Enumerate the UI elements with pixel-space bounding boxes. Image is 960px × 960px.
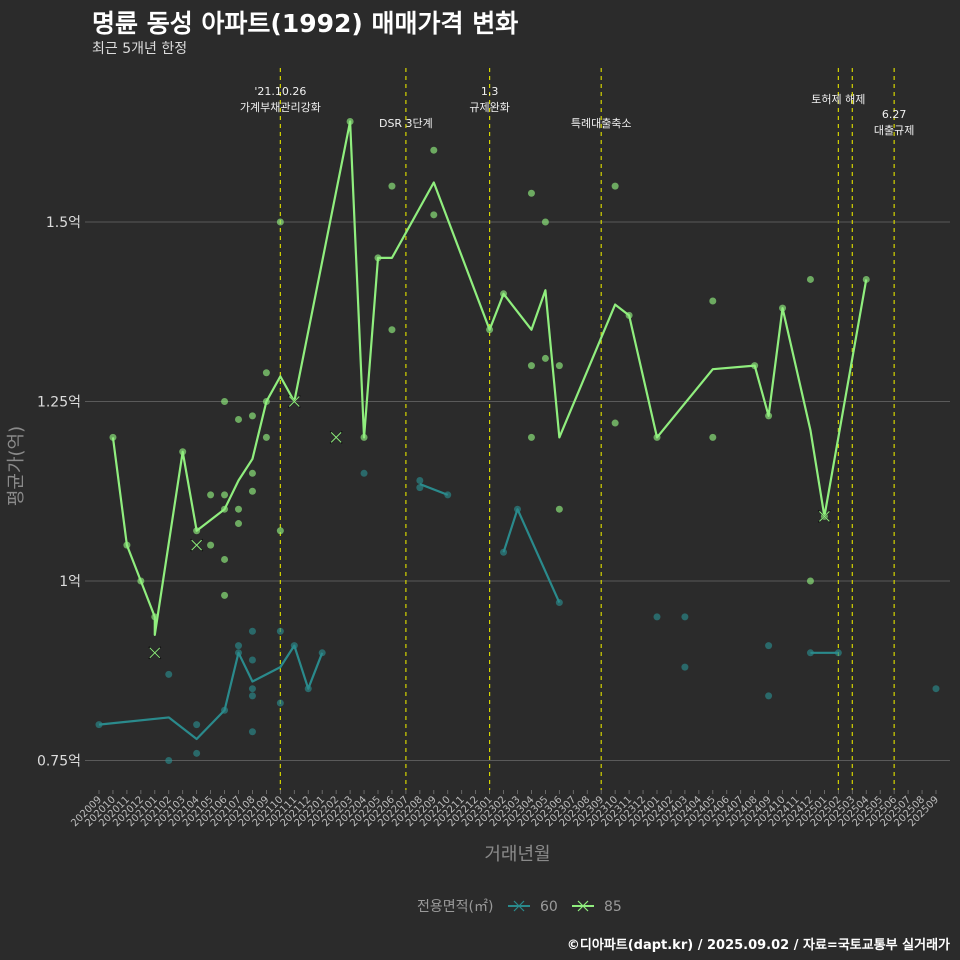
data-point [527, 189, 535, 197]
data-point [388, 182, 396, 190]
event-label: 6.27 [882, 108, 907, 121]
data-point [248, 728, 256, 736]
data-point [527, 362, 535, 370]
data-point [276, 699, 284, 707]
data-point [235, 415, 242, 423]
legend-label: 85 [604, 899, 622, 915]
data-point [541, 354, 549, 362]
x-axis-label: 거래년월 [484, 844, 550, 865]
data-point [430, 146, 438, 154]
data-point [806, 577, 814, 585]
data-point [611, 419, 619, 427]
data-point [709, 433, 717, 441]
x-marker-stroke [149, 647, 161, 659]
x-marker-stroke [191, 539, 203, 551]
data-point [276, 218, 284, 226]
data-point [235, 520, 242, 528]
data-point [165, 757, 173, 764]
data-point [765, 642, 773, 650]
event-label: 규제완화 [469, 101, 509, 114]
x-marker [148, 646, 162, 660]
data-point [276, 627, 284, 635]
chart-subtitle: 최근 5개년 한정 [92, 41, 188, 57]
data-point [416, 476, 424, 484]
data-point [248, 412, 256, 420]
event-label: 대출규제 [874, 124, 914, 137]
legend-title: 전용면적(㎡) [417, 899, 493, 915]
data-point [681, 613, 689, 621]
y-tick-label: 1.25억 [37, 395, 81, 411]
data-point [235, 505, 242, 513]
event-label: 1.3 [481, 85, 499, 98]
data-point [541, 218, 549, 226]
data-point [207, 541, 215, 549]
data-point [430, 211, 438, 219]
data-point [527, 433, 535, 441]
series-line-60 [419, 483, 449, 496]
legend-key-x [513, 900, 525, 912]
chart-title: 명륜 동성 아파트(1992) 매매가격 변화 [92, 9, 519, 38]
data-point [248, 685, 256, 693]
data-point [193, 749, 201, 757]
series-line-85 [111, 120, 868, 636]
data-point [248, 627, 256, 635]
data-point [262, 433, 270, 441]
y-tick-label: 0.75억 [37, 754, 81, 770]
data-point [165, 670, 173, 678]
x-marker [817, 509, 831, 523]
legend-key-x [577, 900, 589, 912]
event-label: 특례대출축소 [571, 117, 632, 130]
data-point [806, 275, 814, 283]
event-label: 가계부채관리강화 [240, 101, 321, 114]
series-line-60 [502, 508, 561, 603]
data-point [765, 692, 773, 700]
data-point [235, 642, 242, 650]
x-marker-stroke [819, 511, 830, 522]
data-point [555, 505, 563, 513]
series-line-60 [98, 644, 324, 741]
event-label: '21.10.26 [254, 85, 306, 98]
data-point [221, 591, 229, 599]
data-point [221, 491, 229, 499]
data-point [932, 685, 940, 693]
data-point [221, 398, 229, 405]
data-point [611, 182, 619, 190]
data-point [276, 527, 284, 535]
data-point [681, 663, 689, 671]
y-tick-label: 1.5억 [46, 215, 81, 231]
data-point [360, 469, 368, 477]
data-point [388, 326, 396, 334]
x-marker-stroke [330, 432, 342, 443]
event-label: DSR 3단계 [379, 117, 433, 130]
data-point [709, 297, 717, 305]
data-point [262, 369, 270, 377]
data-point [248, 656, 256, 664]
data-point [248, 487, 256, 495]
data-point [653, 613, 661, 621]
legend-label: 60 [540, 899, 558, 915]
data-point [193, 721, 201, 729]
data-point [555, 362, 563, 370]
x-marker-stroke [288, 396, 300, 407]
data-point [248, 469, 256, 477]
x-marker [287, 395, 301, 408]
data-point [207, 491, 215, 499]
event-label: 토허제 해제 [811, 92, 865, 106]
x-marker [329, 430, 343, 444]
y-tick-label: 1억 [59, 574, 81, 590]
source-caption: ©디아파트(dapt.kr) / 2025.09.02 / 자료=국토교통부 실… [566, 938, 950, 953]
y-axis-label: 평균가(억) [6, 426, 27, 506]
x-marker [190, 538, 204, 552]
data-point [248, 692, 256, 700]
data-point [221, 555, 229, 563]
